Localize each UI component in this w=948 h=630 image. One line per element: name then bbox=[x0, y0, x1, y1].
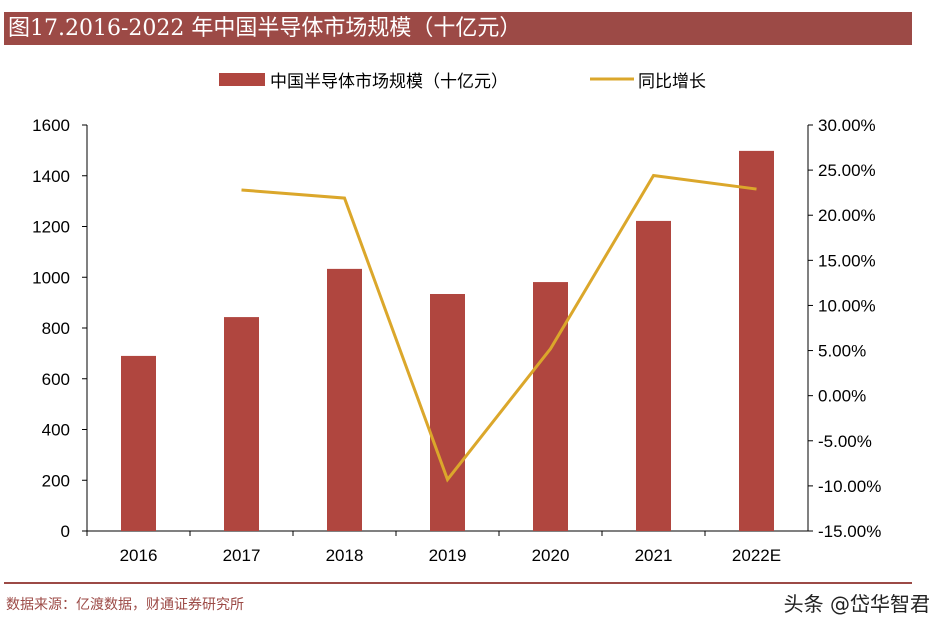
x-tick-label: 2019 bbox=[429, 546, 467, 565]
right-tick-label: 15.00% bbox=[818, 251, 876, 270]
legend-label-bar: 中国半导体市场规模（十亿元） bbox=[270, 72, 508, 91]
x-tick-label: 2018 bbox=[326, 546, 364, 565]
left-tick-label: 200 bbox=[42, 471, 70, 490]
right-tick-label: -5.00% bbox=[818, 432, 872, 451]
right-tick-label: 5.00% bbox=[818, 342, 866, 361]
chart-title: 图17.2016-2022 年中国半导体市场规模（十亿元） bbox=[4, 12, 912, 45]
x-tick-label: 2017 bbox=[223, 546, 261, 565]
left-tick-label: 600 bbox=[42, 370, 70, 389]
right-tick-label: 30.00% bbox=[818, 116, 876, 135]
bar-2019 bbox=[430, 293, 465, 531]
right-tick-label: -15.00% bbox=[818, 522, 881, 541]
left-tick-label: 0 bbox=[61, 522, 70, 541]
footer-divider bbox=[4, 582, 912, 584]
right-tick-label: 25.00% bbox=[818, 161, 876, 180]
right-tick-label: 10.00% bbox=[818, 296, 876, 315]
bar-2020 bbox=[533, 282, 568, 531]
growth-line bbox=[241, 173, 757, 483]
legend-label-line: 同比增长 bbox=[638, 72, 706, 91]
bar-2022E bbox=[739, 150, 774, 531]
left-tick-label: 1200 bbox=[32, 218, 70, 237]
left-tick-label: 800 bbox=[42, 319, 70, 338]
left-tick-label: 1400 bbox=[32, 167, 70, 186]
x-tick-label: 2021 bbox=[635, 546, 673, 565]
left-tick-label: 1600 bbox=[32, 116, 70, 135]
right-tick-label: -10.00% bbox=[818, 477, 881, 496]
legend-swatch-bar bbox=[219, 73, 265, 86]
bar-2021 bbox=[636, 220, 671, 532]
right-tick-label: 0.00% bbox=[818, 387, 866, 406]
watermark: 头条 @岱华智君 bbox=[783, 592, 930, 616]
x-tick-label: 2016 bbox=[120, 546, 158, 565]
source-note: 数据来源：亿渡数据，财通证券研究所 bbox=[6, 597, 244, 613]
x-tick-label: 2022E bbox=[732, 546, 781, 565]
left-tick-label: 1000 bbox=[32, 268, 70, 287]
bar-2017 bbox=[224, 317, 259, 531]
right-tick-label: 20.00% bbox=[818, 206, 876, 225]
x-tick-label: 2020 bbox=[532, 546, 570, 565]
bar-2016 bbox=[121, 355, 156, 531]
left-tick-label: 400 bbox=[42, 421, 70, 440]
bar-2018 bbox=[327, 268, 362, 531]
